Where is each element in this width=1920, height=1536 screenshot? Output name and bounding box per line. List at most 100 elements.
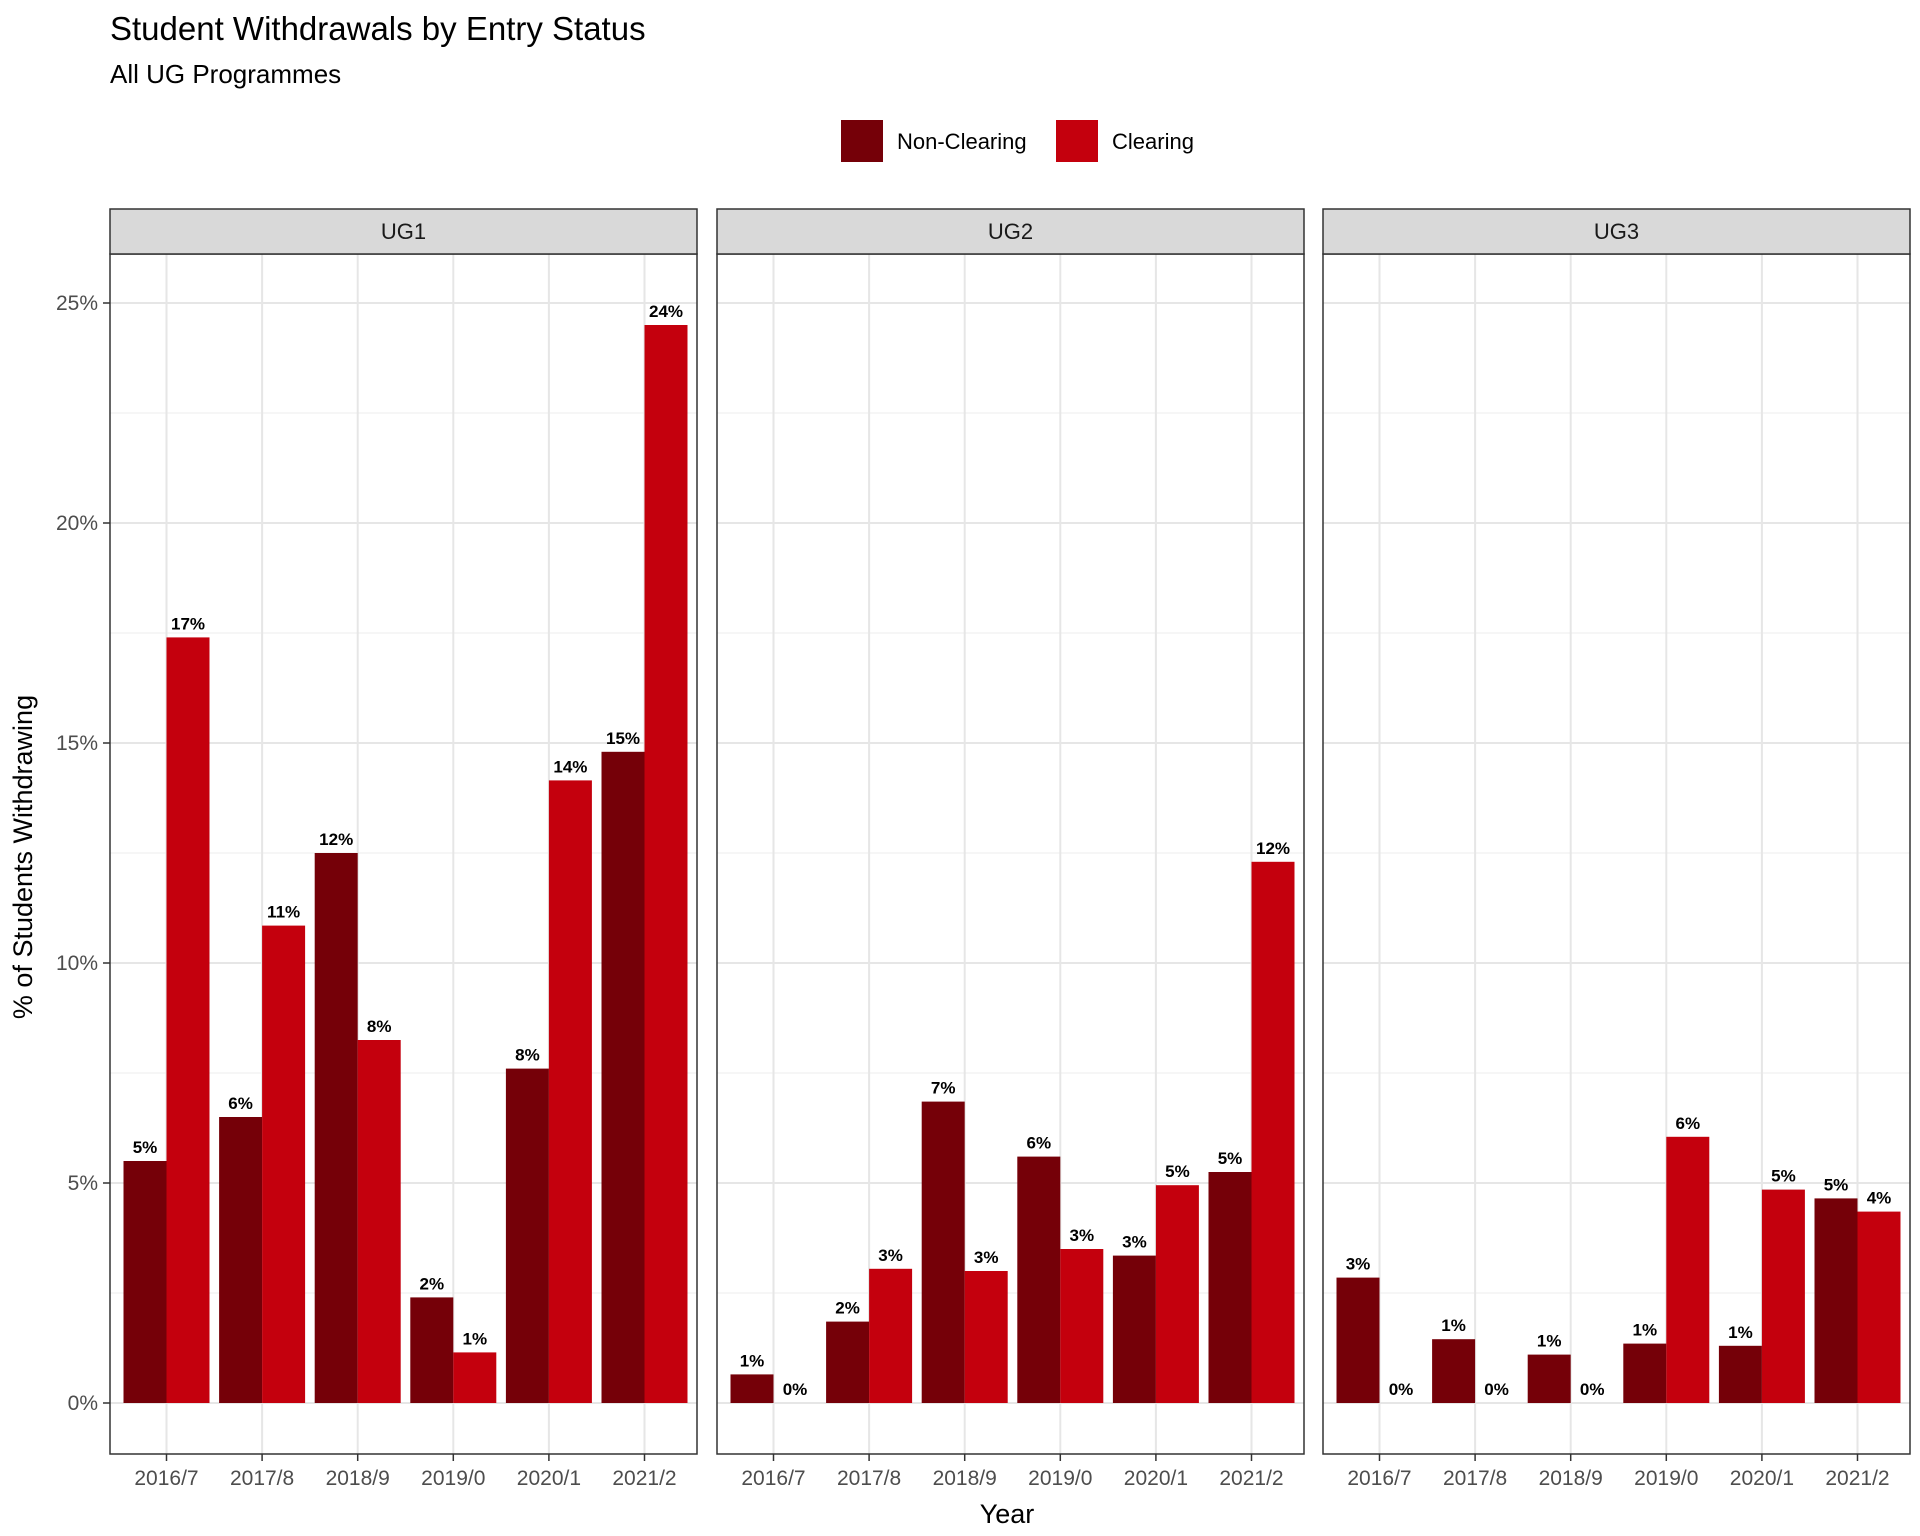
x-tick-label: 2017/8 bbox=[1443, 1467, 1507, 1490]
chart-subtitle: All UG Programmes bbox=[110, 59, 341, 89]
bar-ug2-clearing-4 bbox=[1155, 1185, 1199, 1403]
facet-panel-ug2: 1% 2% 7% 6% 3% 5% 0% 3% 3% 3% 5% 12% UG2 2016/7 2017/8… bbox=[716, 208, 1305, 1490]
facet-strip bbox=[716, 208, 1305, 255]
bar-ug2-clearing-1 bbox=[869, 1268, 913, 1403]
y-tick-label: 0% bbox=[68, 1392, 98, 1415]
bar-ug3-clearing-5 bbox=[1857, 1211, 1901, 1403]
data-label: 0% bbox=[1580, 1380, 1605, 1399]
data-label: 12% bbox=[1256, 839, 1290, 858]
x-tick-label: 2018/9 bbox=[933, 1467, 997, 1490]
x-tick-label: 2018/9 bbox=[1539, 1467, 1603, 1490]
data-label: 17% bbox=[171, 614, 205, 633]
bar-ug3-non-clearing-2 bbox=[1527, 1354, 1571, 1403]
x-tick-label: 2017/8 bbox=[230, 1467, 294, 1490]
x-tick-label: 2019/0 bbox=[1634, 1467, 1698, 1490]
y-tick-label: 10% bbox=[56, 952, 98, 975]
bar-ug1-non-clearing-3 bbox=[410, 1297, 454, 1403]
bar-ug2-non-clearing-5 bbox=[1208, 1172, 1252, 1403]
data-label: 1% bbox=[463, 1329, 488, 1348]
facet-strip bbox=[109, 208, 698, 255]
data-label: 2% bbox=[835, 1299, 860, 1318]
facet-panels: 5% 6% 12% 2% 8% 15% 17% 11% 8% 1% 14% 24% UG1 2016/7 2… bbox=[109, 208, 1911, 1490]
bar-ug1-clearing-3 bbox=[453, 1352, 497, 1403]
bar-ug2-clearing-2 bbox=[964, 1271, 1008, 1403]
panel-background bbox=[1323, 254, 1910, 1454]
data-label: 0% bbox=[783, 1380, 808, 1399]
data-label: 6% bbox=[228, 1094, 253, 1113]
facet-strip-label: UG2 bbox=[988, 219, 1033, 244]
x-tick-label: 2020/1 bbox=[1730, 1467, 1794, 1490]
data-label: 5% bbox=[1771, 1167, 1796, 1186]
bar-ug3-clearing-4 bbox=[1761, 1189, 1805, 1403]
bar-ug3-non-clearing-5 bbox=[1814, 1198, 1858, 1403]
bar-ug1-clearing-5 bbox=[644, 325, 688, 1403]
legend: Non-Clearing Clearing bbox=[841, 120, 1194, 162]
x-axis-title: Year bbox=[980, 1499, 1035, 1529]
bar-ug3-non-clearing-4 bbox=[1718, 1345, 1762, 1403]
bar-ug2-non-clearing-3 bbox=[1017, 1156, 1061, 1403]
bar-ug3-non-clearing-3 bbox=[1623, 1343, 1667, 1403]
bar-ug2-non-clearing-1 bbox=[826, 1321, 870, 1403]
legend-label-clearing: Clearing bbox=[1112, 129, 1194, 154]
data-label: 3% bbox=[1346, 1255, 1371, 1274]
data-label: 0% bbox=[1484, 1380, 1509, 1399]
data-label: 4% bbox=[1867, 1189, 1892, 1208]
data-label: 8% bbox=[515, 1046, 540, 1065]
y-axis: 0% 5% 10% 15% 20% 25% bbox=[56, 292, 110, 1415]
y-tick-label: 5% bbox=[68, 1172, 98, 1195]
y-tick-label: 20% bbox=[56, 512, 98, 535]
chart-title: Student Withdrawals by Entry Status bbox=[110, 10, 646, 47]
y-axis-title: % of Students Withdrawing bbox=[8, 695, 38, 1019]
facet-strip-label: UG3 bbox=[1594, 219, 1639, 244]
x-tick-label: 2020/1 bbox=[1124, 1467, 1188, 1490]
bar-ug2-non-clearing-2 bbox=[921, 1101, 965, 1403]
x-tick-label: 2016/7 bbox=[741, 1467, 805, 1490]
data-label: 11% bbox=[267, 903, 300, 922]
x-tick-label: 2021/2 bbox=[612, 1467, 676, 1490]
data-label: 6% bbox=[1027, 1134, 1052, 1153]
bar-ug1-clearing-4 bbox=[548, 780, 592, 1403]
bar-ug1-non-clearing-2 bbox=[314, 853, 358, 1403]
legend-swatch-non-clearing bbox=[841, 120, 883, 162]
data-label: 5% bbox=[1824, 1175, 1849, 1194]
x-tick-label: 2016/7 bbox=[1347, 1467, 1411, 1490]
y-tick-label: 25% bbox=[56, 292, 98, 315]
bar-ug1-clearing-0 bbox=[166, 637, 210, 1403]
facet-strip-label: UG1 bbox=[381, 219, 426, 244]
x-tick-label: 2020/1 bbox=[517, 1467, 581, 1490]
data-label: 12% bbox=[319, 830, 353, 849]
legend-label-non-clearing: Non-Clearing bbox=[897, 129, 1027, 154]
x-tick-label: 2016/7 bbox=[134, 1467, 198, 1490]
data-label: 6% bbox=[1676, 1114, 1701, 1133]
x-tick-label: 2017/8 bbox=[837, 1467, 901, 1490]
data-label: 8% bbox=[367, 1017, 392, 1036]
data-label: 3% bbox=[1122, 1233, 1147, 1252]
data-label: 5% bbox=[1218, 1149, 1243, 1168]
data-label: 1% bbox=[1728, 1323, 1753, 1342]
bar-ug3-non-clearing-1 bbox=[1432, 1339, 1476, 1403]
facet-panel-ug3: 3% 1% 1% 1% 1% 5% 0% 0% 0% 6% 5% 4% UG3 2016/7 2017/8 2… bbox=[1322, 208, 1911, 1490]
legend-swatch-clearing bbox=[1056, 120, 1098, 162]
bar-ug2-clearing-3 bbox=[1060, 1249, 1104, 1403]
x-tick-label: 2019/0 bbox=[421, 1467, 485, 1490]
data-label: 3% bbox=[878, 1246, 903, 1265]
data-label: 3% bbox=[1070, 1226, 1095, 1245]
bar-ug1-non-clearing-4 bbox=[505, 1068, 549, 1403]
x-tick-label: 2021/2 bbox=[1825, 1467, 1889, 1490]
bar-ug1-non-clearing-5 bbox=[601, 751, 645, 1403]
data-label: 3% bbox=[974, 1248, 999, 1267]
data-label: 2% bbox=[420, 1274, 445, 1293]
bar-ug3-clearing-3 bbox=[1666, 1136, 1710, 1403]
data-label: 14% bbox=[553, 757, 587, 776]
data-label: 0% bbox=[1389, 1380, 1414, 1399]
bar-ug2-non-clearing-0 bbox=[730, 1374, 774, 1403]
facet-panel-ug1: 5% 6% 12% 2% 8% 15% 17% 11% 8% 1% 14% 24% UG1 2016/7 2… bbox=[109, 208, 698, 1490]
data-label: 1% bbox=[1441, 1316, 1466, 1335]
data-label: 24% bbox=[649, 302, 683, 321]
x-tick-label: 2018/9 bbox=[326, 1467, 390, 1490]
data-label: 1% bbox=[1537, 1332, 1562, 1351]
bar-ug1-non-clearing-0 bbox=[123, 1161, 167, 1403]
facet-strip bbox=[1322, 208, 1911, 255]
bar-ug2-non-clearing-4 bbox=[1112, 1255, 1156, 1403]
